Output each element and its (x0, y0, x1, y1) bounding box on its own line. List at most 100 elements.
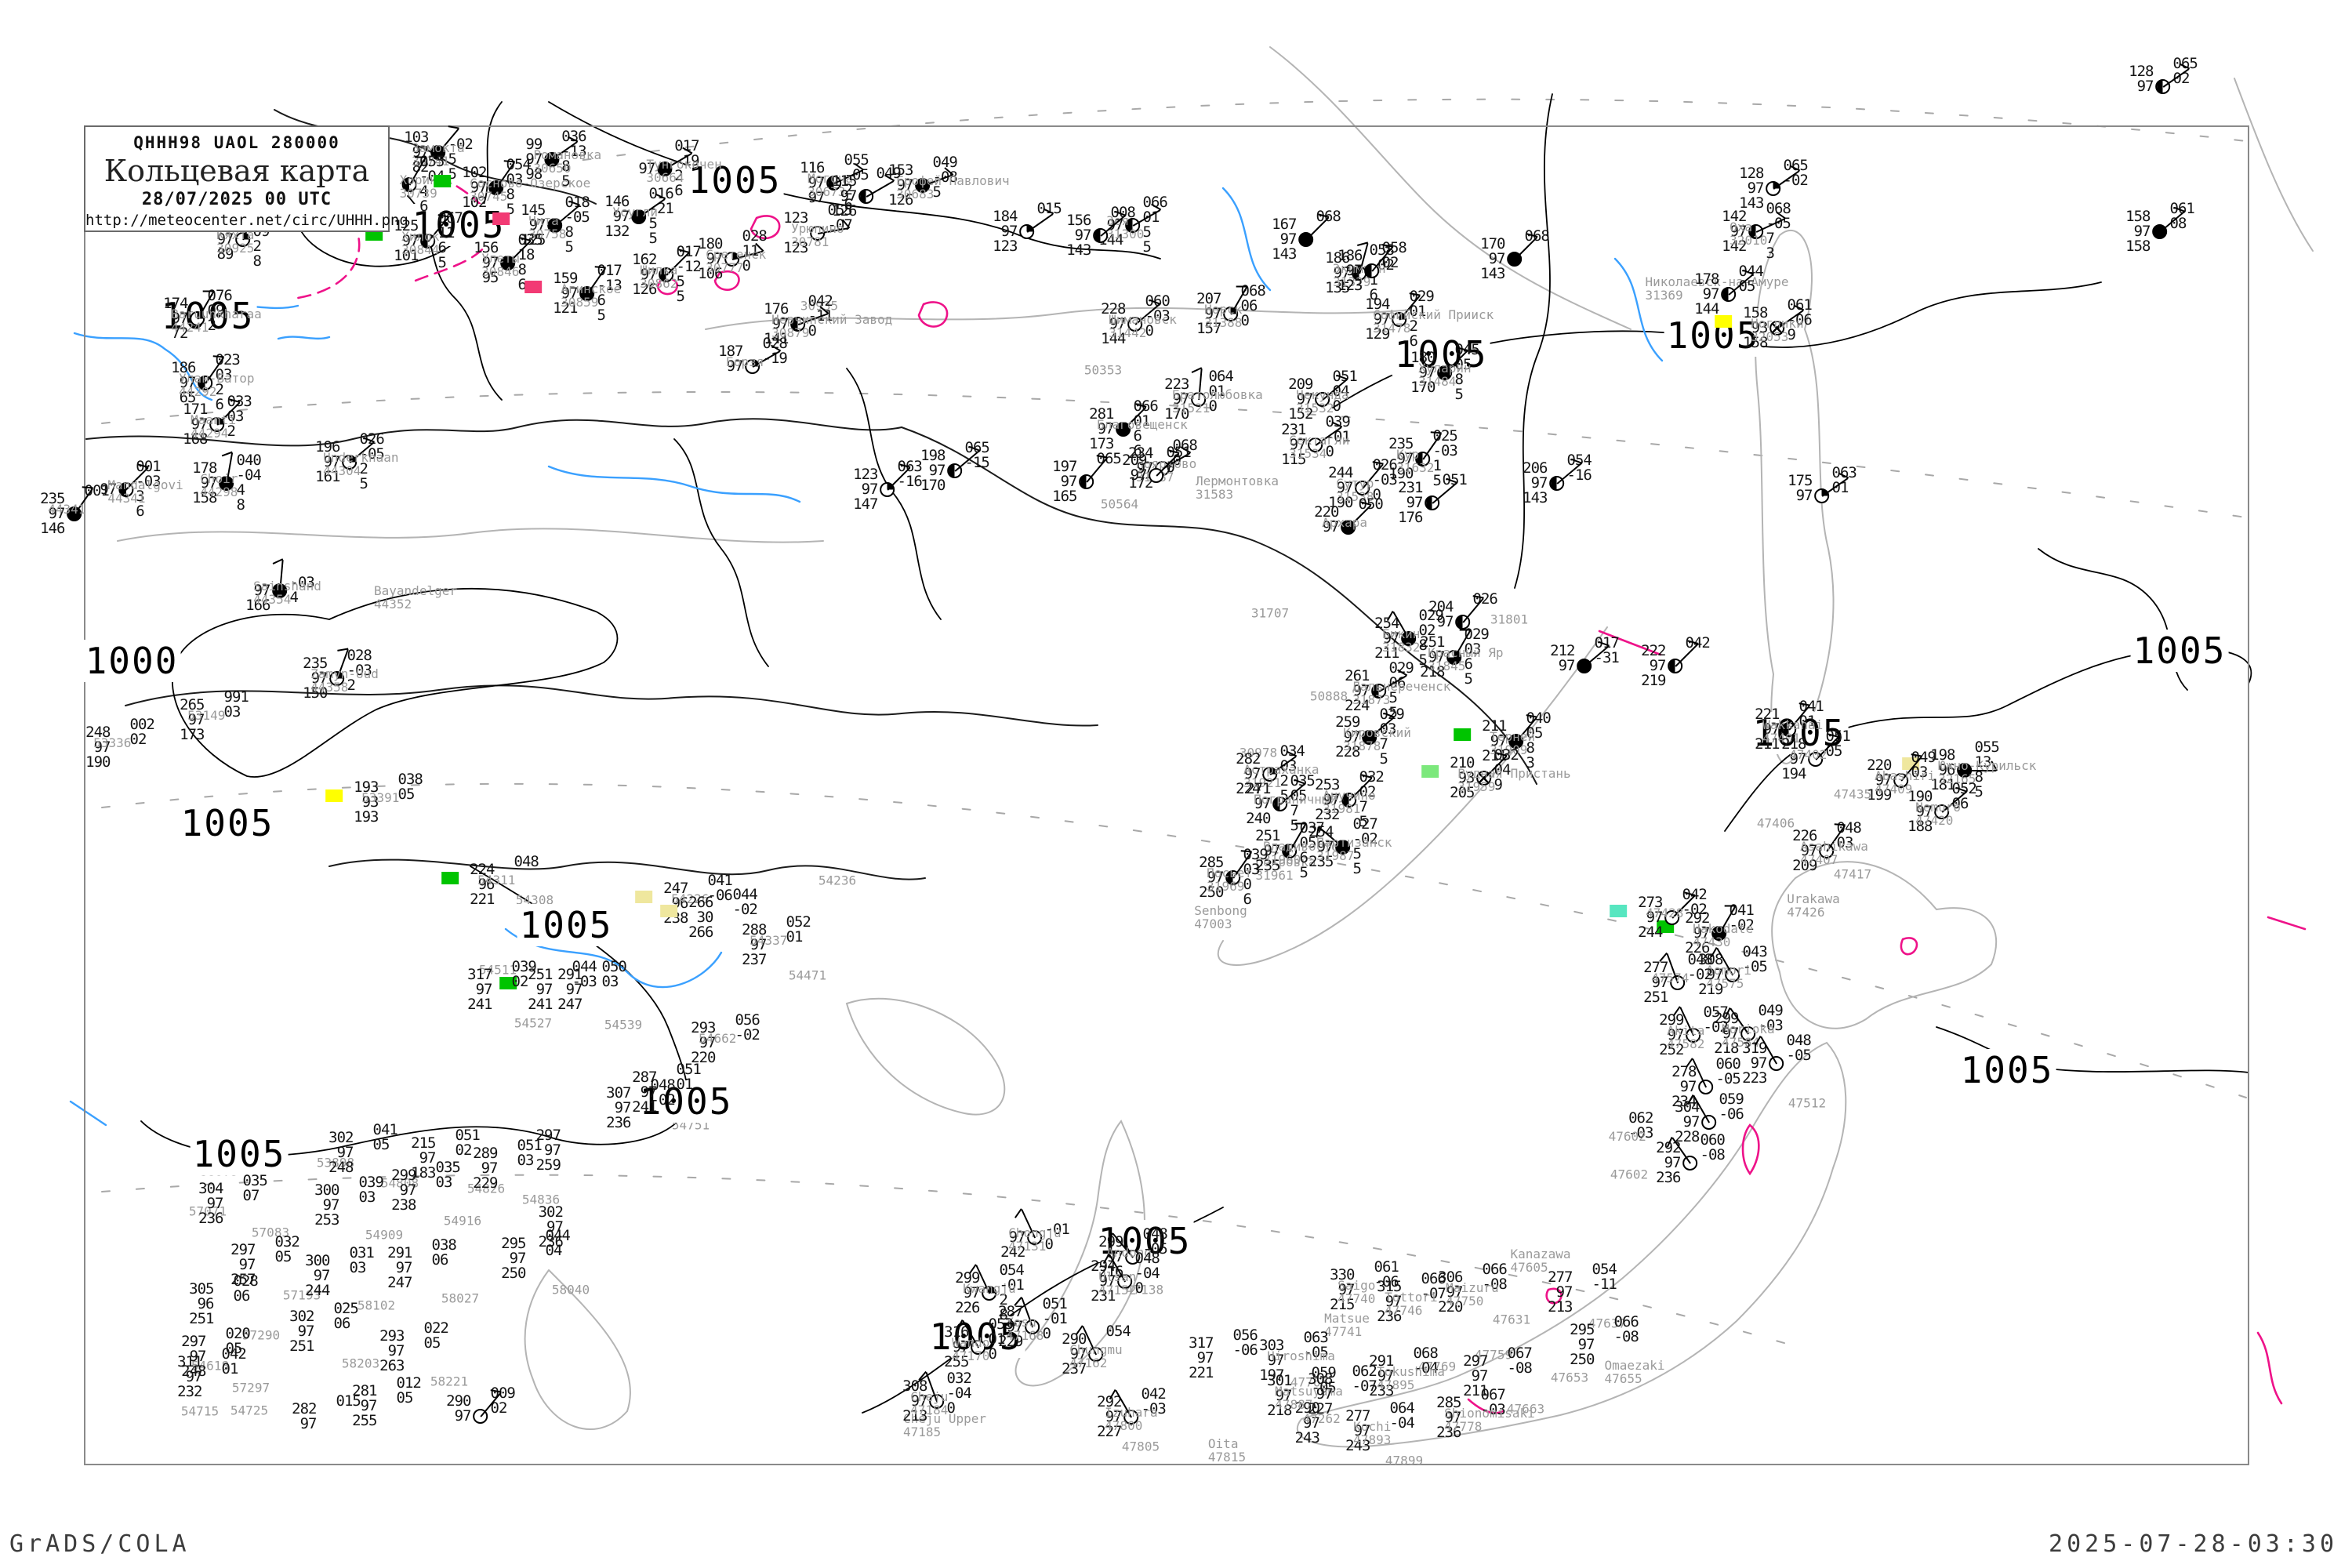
station-plot: 316 97 255 053 01 0 Wando 47170 (944, 1316, 1014, 1370)
station-name-id: 54311 (477, 873, 516, 887)
station-plot: 277 97 251 048 -02 47574 (1643, 951, 1713, 1006)
station-name-id: Чекунда 31532 (1296, 387, 1349, 416)
station-plot: 311 97 232 042 01 (177, 1345, 247, 1400)
station-name-id: Хилок 30844 (401, 229, 440, 257)
station-id-label: Senbong 47003 (1194, 903, 1247, 931)
station-plot: 302 97 251 025 06 (289, 1300, 359, 1355)
station-id-label: Покровка 31961 (1255, 855, 1316, 883)
station-name-id: Akita 47582 (1667, 1023, 1705, 1051)
station-plot: 293 97 220 056 -02 54662 (691, 1011, 760, 1066)
station-name-id: Shionomisaki 47778 (1444, 1406, 1535, 1434)
station-name-id: Saigo 47740 (1338, 1278, 1376, 1306)
station-name-id: Улан-Батор 44292 (179, 371, 255, 399)
station-name-id: Aomori 47575 (1706, 963, 1751, 991)
station-plot: 299 97 218 049 -03 Morioka 47584 (1714, 1002, 1784, 1057)
station-plot: 2189719405105 47402 (1781, 729, 1851, 789)
precip-marker (1610, 905, 1628, 917)
station-id-label: 54715 (180, 1403, 220, 1419)
station-plot: 174 97 72 076 09 2 Baruunkharaa 44241 (163, 287, 262, 342)
precip-marker (1715, 315, 1733, 328)
station-name-id: Владивосток 31960 (1263, 839, 1347, 867)
precip-marker (635, 891, 653, 903)
station-name-id: Ноглики 32053 (1751, 316, 1804, 344)
station-name-id: Усугли (612, 205, 658, 220)
station-id-label: 57083 (251, 1225, 290, 1240)
station-id-label: 47602 (1610, 1167, 1649, 1182)
station-id-label: 47637 (1588, 1316, 1627, 1331)
station-id-label: 47663 (1506, 1401, 1545, 1417)
station-id-label: 54909 (365, 1227, 404, 1243)
station-name-id: Сретенск 30777 (706, 247, 767, 275)
station-plot: 15697950351886Улеты30846 (474, 233, 543, 292)
wind-barb (1965, 760, 1998, 771)
station-id-label: 31801 (1490, 612, 1529, 627)
station-plot: 303 97 197 063 -05 Hiroshima (1259, 1329, 1335, 1384)
station-plot: 251 97 241 044 -03 (499, 960, 597, 1019)
station-plot: 251 97 235 037 05 6 5 Владивосток 31960 (1255, 819, 1347, 881)
station-name-id: Бикин 31832 (1382, 626, 1421, 655)
station-name-id: Chungmu 47162 (1069, 1342, 1123, 1370)
precip-marker (524, 281, 543, 293)
station-plot: 292 97 227 042 -03 Izuhara 47800 (1097, 1385, 1167, 1440)
station-name-id: Кяхта 30925 (216, 227, 255, 256)
station-name-id: Урюпино 30781 (791, 221, 844, 249)
station-id-label: Николаевск-на-Амуре 31369 (1645, 274, 1789, 303)
station-name-id: Matsuyama 47887 (1275, 1384, 1343, 1412)
station-plot: 97 017 -19 2 6 Тунгокочен 30664 (638, 137, 722, 199)
station-name-id: Шимановск 31442 (1109, 312, 1177, 340)
station-plot: 198 96 181 055 13 8 5 Южно-Курильск 32165 (1902, 740, 2036, 800)
station-id-label: 58203 (341, 1356, 380, 1371)
station-name-id: 47602 (1608, 1129, 1646, 1144)
isobar-value-label: 1005 (1095, 1220, 1194, 1262)
precip-marker (1454, 728, 1472, 741)
station-plot: 281 97 255 012 05 (352, 1374, 422, 1429)
station-name-id: Сутур 31538 (1336, 476, 1374, 504)
station-plot: 186 97 123 058 02 (1338, 239, 1407, 294)
station-plot: 221 97 211 041 01 Wakkanai 47401 (1755, 698, 1824, 753)
station-plot: 317 97 221 056 -06 (1189, 1327, 1258, 1381)
station-id-label: 47435 (1833, 786, 1872, 802)
station-plot: 062 -03 47602 (1608, 1109, 1654, 1144)
station-name-id: Maanti 44294 (191, 412, 236, 441)
station-plot: 196 97 161 026 -05 2 5 Underkhaan 44304 (315, 430, 399, 492)
station-plot: 27397244042-02 47428 (1610, 887, 1708, 947)
station-id-label: 47417 (1833, 866, 1872, 882)
station-plot: 197 97 165 065 (1052, 450, 1122, 505)
station-id-label: 47653 (1550, 1370, 1589, 1385)
station-id-label: 58027 (441, 1290, 480, 1306)
station-name-id: Maizuru 47750 (1446, 1280, 1499, 1308)
station-plot: 290 97 009 02 (446, 1385, 516, 1425)
station-plot: 290 97 237 054 Chungmu 47162 (1062, 1323, 1131, 1377)
station-plot: 265 97 173 991 03 53149 (180, 688, 249, 743)
station-plot: 293 97 263 022 05 (379, 1319, 449, 1374)
station-name-id: Wando 47170 (952, 1335, 990, 1363)
station-id-label: 47759 (1474, 1347, 1513, 1363)
station-plot: 17097143068 (1480, 229, 1550, 289)
station-name-id: Хуларин 31484 (1418, 361, 1472, 389)
station-id-label: 57071 (188, 1203, 227, 1219)
station-name-id: Baruunkharaa 44241 (171, 307, 262, 335)
station-id-label: 54725 (230, 1403, 269, 1418)
station-name-id: Софийский Прииск 31478 (1373, 307, 1494, 336)
station-plot: 304 97 228 059 -06 (1675, 1091, 1744, 1145)
station-plot: 294 97 231 048 -04 0 Ulsan 47152 (1091, 1250, 1160, 1305)
station-plot: 156 97 143 008 (1066, 204, 1136, 259)
station-plot: 254 97 211 029 02 8 5 Бикин 31832 (1374, 607, 1444, 669)
station-plot: 302 97 236 (538, 1203, 564, 1250)
station-name-id: Астраханка 31921 (1243, 762, 1319, 790)
station-plot: 180 97 106 028 11 0 Сретенск 30777 (698, 227, 768, 282)
station-id-label: Cheju Upper 47185 (903, 1411, 986, 1439)
precip-marker (492, 212, 510, 225)
station-name-id: Братолюбовка 31521 (1172, 387, 1263, 416)
station-name-id: 47574 (1651, 971, 1690, 985)
station-name-id: Cheju 47184 (910, 1389, 949, 1417)
station-name-id: Choir 44298 (200, 471, 238, 499)
station-name-id: Кур 31632 (1396, 447, 1435, 475)
station-id-label: 30935 (800, 298, 839, 314)
station-id-label: 47805 (1121, 1439, 1160, 1454)
station-name-id: Izuhara 47800 (1105, 1405, 1158, 1433)
station-plot: 301 97 218 059 -05 Matsuyama 47887 (1267, 1364, 1343, 1419)
